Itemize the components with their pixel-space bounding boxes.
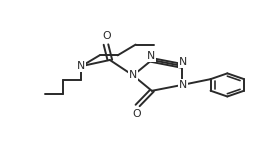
- Text: N: N: [129, 70, 137, 80]
- Text: N: N: [179, 57, 188, 67]
- Text: N: N: [76, 61, 85, 71]
- Text: N: N: [179, 80, 188, 90]
- Text: O: O: [102, 31, 111, 41]
- Text: N: N: [146, 51, 155, 61]
- Text: O: O: [133, 109, 141, 119]
